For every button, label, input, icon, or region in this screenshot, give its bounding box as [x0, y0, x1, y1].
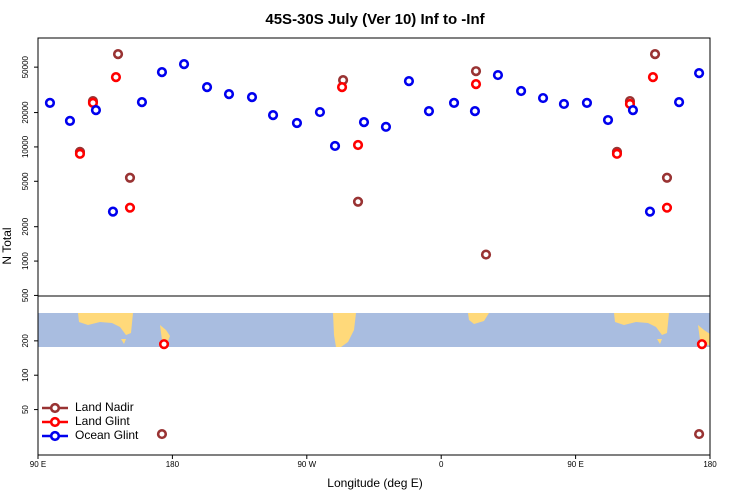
- point: [336, 82, 348, 93]
- point: [158, 339, 170, 350]
- point: [581, 97, 593, 109]
- legend-marker: [49, 402, 61, 414]
- point: [329, 140, 341, 152]
- point: [661, 172, 673, 183]
- point: [403, 76, 415, 87]
- x-axis-title: Longitude (deg E): [327, 476, 422, 490]
- point: [470, 66, 482, 77]
- x-tick-label: 0: [439, 460, 444, 469]
- point: [110, 71, 122, 83]
- point: [124, 202, 136, 213]
- point: [352, 196, 364, 207]
- point: [74, 148, 86, 159]
- point: [448, 97, 460, 109]
- point: [644, 206, 656, 217]
- point: [267, 110, 279, 121]
- point: [673, 96, 685, 108]
- point: [44, 97, 56, 109]
- point: [90, 105, 102, 116]
- point: [480, 249, 492, 260]
- point: [661, 202, 673, 213]
- x-tick-label: 180: [166, 460, 180, 469]
- point: [693, 428, 705, 440]
- point: [314, 106, 326, 118]
- point: [696, 339, 708, 350]
- y-tick-label: 1000: [21, 252, 30, 270]
- point: [246, 92, 258, 103]
- y-tick-label: 50: [21, 405, 30, 414]
- point: [693, 68, 705, 79]
- chart-title: 45S-30S July (Ver 10) Inf to -Inf: [265, 11, 485, 28]
- y-tick-label: 50000: [21, 55, 30, 78]
- x-tick-label: 180: [703, 460, 717, 469]
- point: [352, 139, 364, 151]
- point: [469, 105, 481, 117]
- y-tick-label: 500: [21, 288, 30, 302]
- point: [178, 59, 190, 70]
- legend-label: Ocean Glint: [75, 428, 139, 442]
- point: [201, 82, 213, 93]
- legend-label: Land Nadir: [75, 400, 134, 414]
- legend-label: Land Glint: [75, 414, 130, 428]
- x-tick-label: 90 E: [567, 460, 583, 469]
- point: [107, 206, 119, 217]
- point: [627, 105, 639, 116]
- map-band: [38, 313, 710, 347]
- point: [358, 116, 370, 128]
- point: [470, 79, 482, 90]
- x-tick-label: 90 W: [297, 460, 316, 469]
- y-tick-label: 5000: [21, 172, 30, 190]
- point: [602, 114, 614, 126]
- y-tick-label: 200: [21, 334, 30, 348]
- point: [647, 71, 659, 83]
- y-axis-title: N Total: [0, 227, 14, 264]
- y-tick-label: 10000: [21, 135, 30, 158]
- point: [423, 105, 435, 117]
- legend-marker: [49, 430, 61, 442]
- point: [156, 67, 168, 78]
- point: [380, 121, 392, 132]
- plot-frame: [37, 37, 711, 456]
- point: [136, 96, 148, 108]
- point: [515, 85, 527, 97]
- legend-marker: [49, 416, 61, 428]
- point: [649, 49, 661, 60]
- point: [223, 89, 235, 100]
- point: [611, 148, 623, 159]
- point: [537, 92, 549, 104]
- point: [156, 428, 168, 440]
- point: [124, 172, 136, 183]
- y-tick-label: 20000: [21, 101, 30, 124]
- y-tick-label: 2000: [21, 217, 30, 235]
- point: [492, 69, 504, 81]
- y-tick-label: 100: [21, 368, 30, 382]
- point: [291, 117, 303, 129]
- point: [64, 115, 76, 127]
- x-tick-label: 90 E: [30, 460, 46, 469]
- point: [558, 98, 570, 110]
- point: [112, 49, 124, 60]
